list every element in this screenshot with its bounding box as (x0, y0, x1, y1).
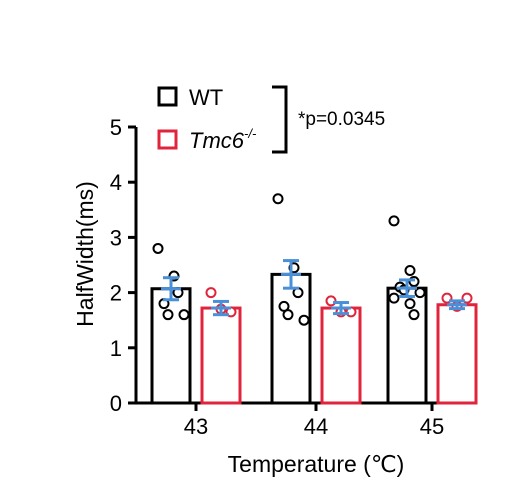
data-point (404, 265, 416, 277)
legend-label-wt: WT (189, 85, 223, 110)
legend: WT Tmc6-/- (157, 85, 257, 153)
x-tick-label: 45 (420, 414, 444, 439)
data-point (272, 193, 284, 205)
y-tick-label: 0 (110, 391, 122, 416)
data-point (152, 242, 164, 254)
y-tick-label: 3 (110, 225, 122, 250)
chart-bars (150, 272, 478, 405)
data-point (178, 309, 190, 321)
data-point (388, 292, 400, 304)
y-tick-label: 5 (110, 115, 122, 140)
x-tick-label: 44 (304, 414, 328, 439)
data-point (408, 309, 420, 321)
legend-label-tmc6: Tmc6-/- (189, 126, 257, 153)
data-point (298, 314, 310, 326)
bar (436, 303, 478, 405)
y-tick-label: 1 (110, 336, 122, 361)
y-axis-title: HalfWidth(ms) (72, 181, 98, 327)
data-point (205, 287, 217, 299)
data-point (278, 300, 290, 312)
data-point (404, 298, 416, 310)
data-point (388, 215, 400, 227)
legend-swatch-wt (157, 86, 178, 107)
significance-annotation: *p=0.0345 (298, 109, 385, 130)
bar (270, 272, 312, 405)
legend-label-tmc6-main: Tmc6 (189, 128, 245, 153)
x-axis-title: Temperature (℃) (228, 451, 405, 477)
data-point (414, 287, 426, 299)
data-point (162, 309, 174, 321)
x-tick-label: 43 (184, 414, 208, 439)
data-point (282, 309, 294, 321)
y-tick-label: 2 (110, 281, 122, 306)
y-tick-label: 4 (110, 170, 122, 195)
legend-label-tmc6-sup: -/- (244, 126, 257, 141)
significance-bracket (272, 85, 288, 154)
bar (150, 287, 192, 405)
legend-swatch-tmc6 (157, 129, 178, 150)
bar (320, 306, 362, 405)
chart-error-bars (161, 259, 467, 317)
bar (200, 306, 242, 405)
